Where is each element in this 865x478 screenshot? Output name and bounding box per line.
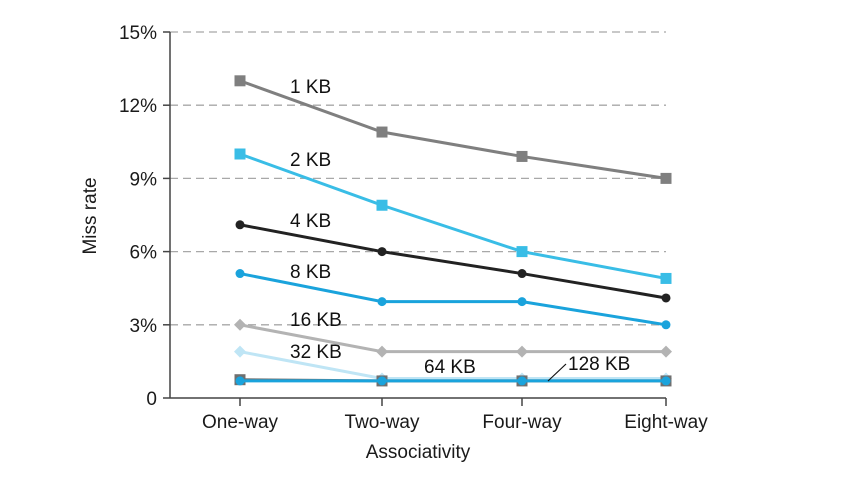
y-tick-label: 9% bbox=[130, 169, 158, 190]
y-tick-label: 0 bbox=[146, 389, 157, 410]
series-1-kb bbox=[234, 75, 672, 184]
data-point-marker bbox=[516, 246, 528, 258]
data-point-marker bbox=[376, 199, 388, 211]
data-point-marker bbox=[377, 376, 387, 386]
series-label: 1 KB bbox=[290, 77, 331, 98]
data-point-marker bbox=[660, 172, 672, 184]
series-line bbox=[239, 272, 667, 327]
data-point-marker bbox=[234, 75, 246, 87]
series-line bbox=[239, 323, 666, 354]
y-axis-title: Miss rate bbox=[80, 177, 101, 254]
series-labels: 1 KB 2 KB 4 KB 8 KB 16 KB 32 KB 64 KB 128 KB bbox=[290, 77, 630, 382]
series-2-kb bbox=[234, 148, 672, 284]
series-line bbox=[239, 223, 667, 300]
data-point-marker bbox=[234, 318, 246, 331]
series-label: 64 KB bbox=[424, 357, 476, 378]
x-tick-label: One-way bbox=[202, 412, 279, 433]
series-label: 8 KB bbox=[290, 262, 331, 283]
data-point-marker bbox=[376, 126, 388, 138]
series-label: 128 KB bbox=[568, 354, 630, 375]
data-point-marker bbox=[377, 247, 387, 257]
gridlines bbox=[170, 31, 666, 326]
series-line bbox=[239, 350, 666, 380]
y-tick-label: 15% bbox=[119, 23, 157, 44]
series-16-kb bbox=[234, 318, 672, 358]
y-tick-label: 3% bbox=[130, 316, 158, 337]
x-tick-label: Two-way bbox=[345, 412, 420, 433]
data-point-marker bbox=[517, 269, 527, 279]
label-leader-line bbox=[547, 363, 567, 382]
series-line bbox=[239, 152, 667, 280]
data-point-marker bbox=[517, 376, 527, 386]
data-point-marker bbox=[517, 297, 527, 307]
y-tick-label: 6% bbox=[130, 243, 158, 264]
data-point-marker bbox=[234, 148, 246, 160]
data-point-marker bbox=[235, 376, 245, 386]
series-8-kb bbox=[235, 269, 671, 330]
series-label: 4 KB bbox=[290, 211, 331, 232]
series-128-kb bbox=[235, 376, 671, 386]
series-label: 16 KB bbox=[290, 310, 342, 331]
data-point-marker bbox=[660, 272, 672, 284]
series-line bbox=[239, 79, 667, 180]
y-tick-label: 12% bbox=[119, 96, 157, 117]
series-label: 32 KB bbox=[290, 342, 342, 363]
data-point-marker bbox=[235, 220, 245, 230]
data-point-marker bbox=[376, 345, 388, 358]
data-point-marker bbox=[235, 269, 245, 279]
data-point-marker bbox=[516, 345, 528, 358]
series-4-kb bbox=[235, 220, 671, 303]
data-point-marker bbox=[661, 376, 671, 386]
x-tick-label: Eight-way bbox=[624, 412, 708, 433]
x-axis-title: Associativity bbox=[366, 442, 471, 463]
x-tick-label: Four-way bbox=[482, 412, 562, 433]
data-point-marker bbox=[516, 150, 528, 162]
data-point-marker bbox=[661, 320, 671, 330]
data-point-marker bbox=[661, 293, 671, 303]
series-lines bbox=[234, 75, 672, 387]
data-point-marker bbox=[660, 345, 672, 358]
data-point-marker bbox=[377, 297, 387, 307]
series-label: 2 KB bbox=[290, 150, 331, 171]
data-point-marker bbox=[234, 345, 246, 358]
axes: 0 3% 6% 9% 12% 15% One-way Two-way Four-way Eight… bbox=[119, 23, 708, 433]
